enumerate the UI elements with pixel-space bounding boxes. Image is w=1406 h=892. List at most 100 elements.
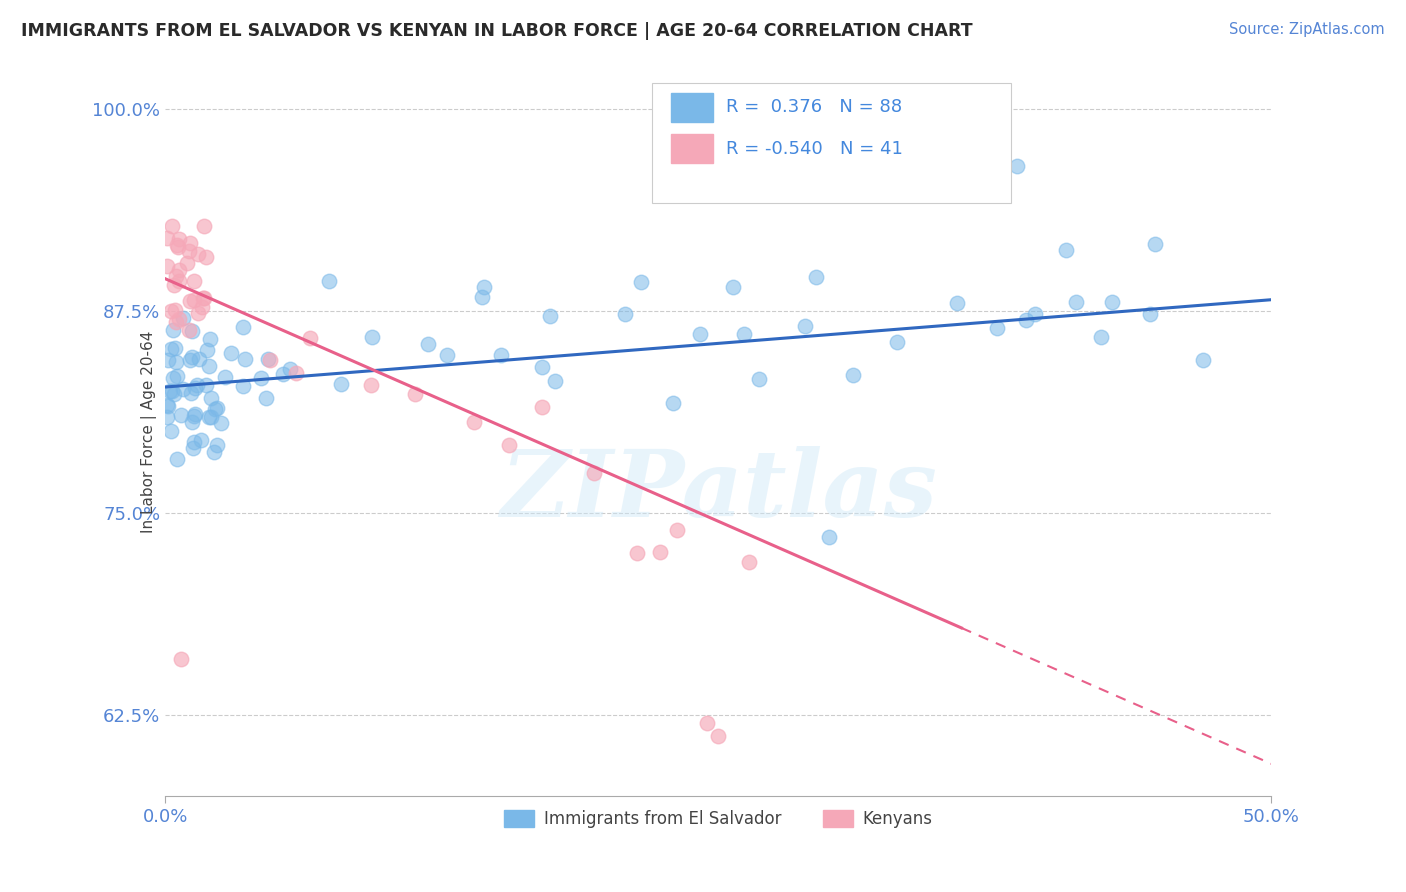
- Point: [205, 401, 228, 415]
- Point: [817, 530, 839, 544]
- Point: [209, 416, 232, 430]
- Point: [721, 280, 744, 294]
- Point: [179, 294, 201, 309]
- Point: [180, 385, 202, 400]
- Point: [662, 395, 685, 409]
- Point: [214, 370, 236, 384]
- Point: [190, 434, 212, 448]
- Point: [169, 232, 191, 246]
- Point: [489, 348, 512, 362]
- Text: R = -0.540   N = 41: R = -0.540 N = 41: [725, 139, 903, 158]
- Point: [198, 409, 221, 424]
- Point: [738, 556, 761, 570]
- Point: [195, 377, 218, 392]
- Point: [191, 292, 214, 306]
- Text: ZIPatlas: ZIPatlas: [499, 445, 936, 535]
- Point: [160, 384, 183, 399]
- Point: [257, 351, 280, 366]
- Point: [183, 409, 205, 424]
- Point: [202, 445, 225, 459]
- Point: [162, 323, 184, 337]
- Point: [986, 321, 1008, 335]
- Point: [156, 399, 179, 413]
- Point: [165, 315, 187, 329]
- Point: [156, 230, 179, 244]
- Point: [163, 387, 186, 401]
- Point: [232, 379, 254, 393]
- Point: [418, 336, 440, 351]
- Point: [404, 387, 426, 401]
- Point: [165, 342, 187, 356]
- Point: [1024, 307, 1046, 321]
- Point: [166, 238, 188, 252]
- Point: [498, 438, 520, 452]
- Point: [436, 348, 458, 362]
- Point: [177, 244, 200, 258]
- Point: [360, 377, 382, 392]
- Point: [159, 424, 181, 438]
- Point: [793, 318, 815, 333]
- Point: [886, 334, 908, 349]
- Point: [361, 329, 384, 343]
- Point: [183, 293, 205, 308]
- Point: [160, 219, 183, 234]
- Point: [254, 391, 277, 405]
- Point: [172, 311, 194, 326]
- Point: [1015, 313, 1038, 327]
- Point: [538, 309, 561, 323]
- Point: [166, 452, 188, 467]
- Point: [1005, 159, 1028, 173]
- Point: [318, 274, 340, 288]
- Point: [184, 408, 207, 422]
- Point: [163, 277, 186, 292]
- Point: [472, 280, 495, 294]
- Point: [157, 352, 180, 367]
- Point: [946, 295, 969, 310]
- Point: [160, 342, 183, 356]
- Point: [184, 381, 207, 395]
- Text: Source: ZipAtlas.com: Source: ZipAtlas.com: [1229, 22, 1385, 37]
- Point: [198, 359, 221, 374]
- Point: [259, 352, 281, 367]
- Point: [195, 343, 218, 357]
- FancyBboxPatch shape: [652, 83, 1011, 203]
- Point: [582, 466, 605, 480]
- Point: [156, 399, 179, 413]
- Point: [162, 370, 184, 384]
- Point: [160, 303, 183, 318]
- Y-axis label: In Labor Force | Age 20-64: In Labor Force | Age 20-64: [141, 331, 157, 533]
- Point: [531, 359, 554, 374]
- Point: [167, 263, 190, 277]
- Point: [733, 326, 755, 341]
- Text: R =  0.376   N = 88: R = 0.376 N = 88: [725, 98, 903, 116]
- Point: [166, 368, 188, 383]
- Point: [250, 371, 273, 385]
- Point: [806, 269, 828, 284]
- Text: IMMIGRANTS FROM EL SALVADOR VS KENYAN IN LABOR FORCE | AGE 20-64 CORRELATION CHA: IMMIGRANTS FROM EL SALVADOR VS KENYAN IN…: [21, 22, 973, 40]
- Point: [204, 402, 226, 417]
- Point: [159, 384, 181, 399]
- Point: [205, 438, 228, 452]
- Point: [232, 320, 254, 334]
- Point: [1101, 294, 1123, 309]
- Point: [177, 323, 200, 337]
- Point: [200, 409, 222, 424]
- Point: [181, 442, 204, 456]
- Point: [167, 312, 190, 326]
- Point: [219, 346, 242, 360]
- Point: [1144, 236, 1167, 251]
- Point: [648, 545, 671, 559]
- Point: [179, 236, 201, 251]
- Point: [198, 332, 221, 346]
- Point: [842, 368, 865, 382]
- Point: [165, 355, 187, 369]
- Point: [1064, 294, 1087, 309]
- Point: [543, 374, 565, 388]
- Point: [284, 366, 307, 380]
- Point: [233, 351, 256, 366]
- Point: [163, 303, 186, 318]
- Point: [187, 306, 209, 320]
- Point: [193, 219, 215, 233]
- Point: [188, 352, 211, 367]
- Point: [187, 247, 209, 261]
